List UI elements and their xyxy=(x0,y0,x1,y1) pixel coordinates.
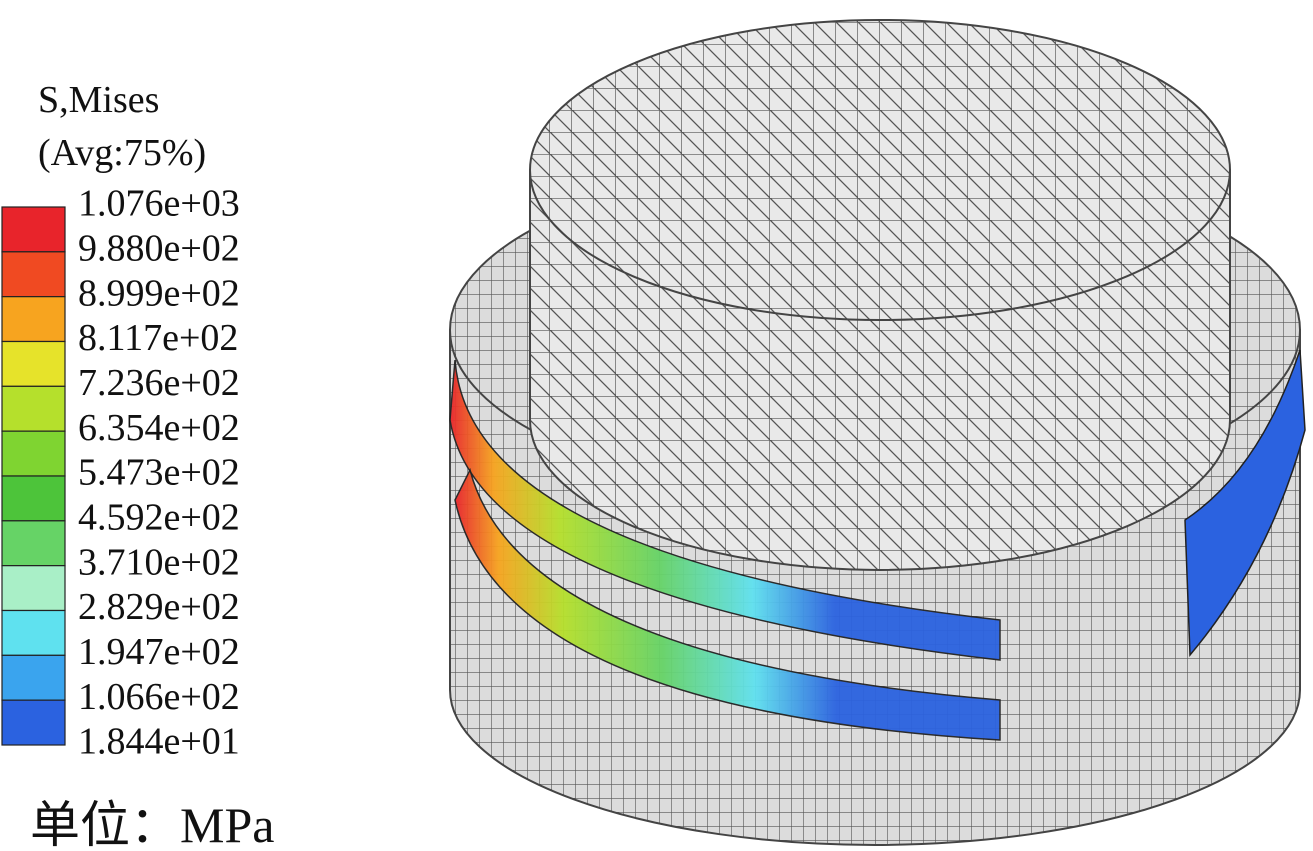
color-band xyxy=(1,385,66,432)
legend-label: 6.354e+02 xyxy=(78,407,240,449)
color-band xyxy=(1,654,66,701)
color-band xyxy=(1,206,66,253)
model xyxy=(449,19,1306,846)
legend-label: 9.880e+02 xyxy=(78,228,240,270)
color-band xyxy=(1,475,66,522)
legend-label: 7.236e+02 xyxy=(78,362,240,404)
legend-label: 1.947e+02 xyxy=(78,631,240,673)
legend-label: 4.592e+02 xyxy=(78,497,240,539)
color-band xyxy=(1,609,66,656)
color-band xyxy=(1,296,66,343)
unit: 单位：MPa xyxy=(30,797,274,851)
legend-label: 5.473e+02 xyxy=(78,452,240,494)
color-band xyxy=(1,251,66,298)
legend-label: 1.844e+01 xyxy=(78,721,240,763)
legend-label: 1.066e+02 xyxy=(78,676,240,718)
legend-label: 8.999e+02 xyxy=(78,272,240,314)
legend-label: 3.710e+02 xyxy=(78,541,240,583)
legend-subtitle: (Avg:75%) xyxy=(38,132,206,174)
color-band xyxy=(1,340,66,387)
legend-label: 2.829e+02 xyxy=(78,586,240,628)
color-band xyxy=(1,430,66,477)
color-band xyxy=(1,520,66,567)
legend-label: 8.117e+02 xyxy=(78,317,238,359)
legend: S,Mises (Avg:75%) 1.076e+039.880e+028.99… xyxy=(1,79,240,763)
color-band xyxy=(1,565,66,612)
legend-label: 1.076e+03 xyxy=(78,183,240,225)
legend-title: S,Mises xyxy=(38,79,159,121)
color-band xyxy=(1,699,66,746)
